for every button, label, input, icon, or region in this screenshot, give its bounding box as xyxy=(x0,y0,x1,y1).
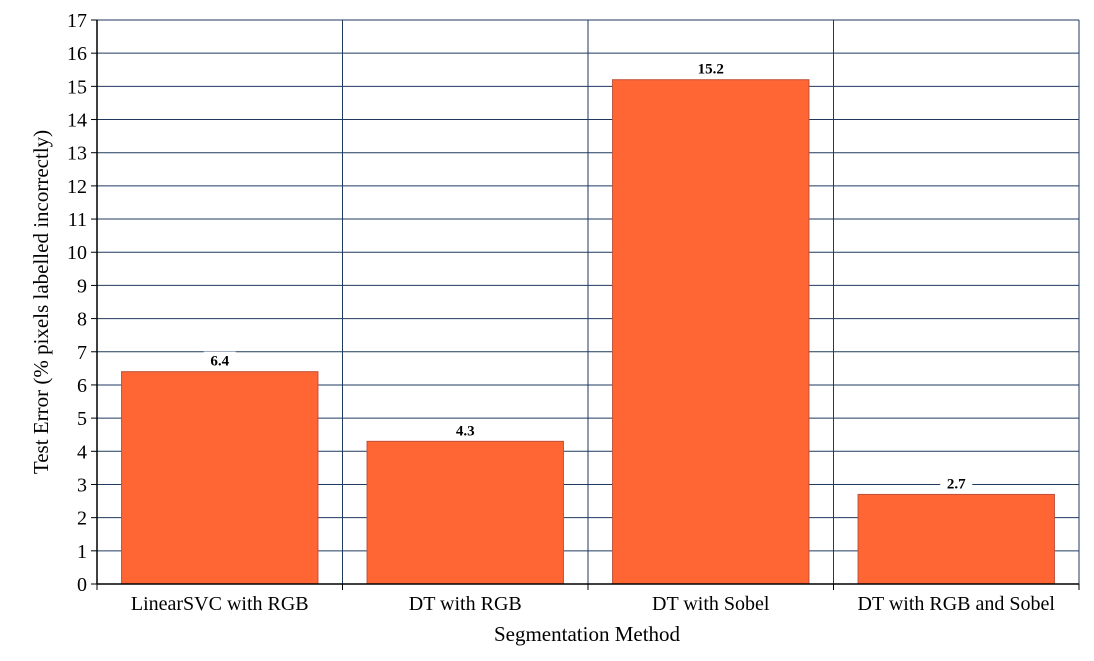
bars xyxy=(121,79,1055,585)
y-tick-label: 14 xyxy=(67,110,87,132)
y-tick-label: 5 xyxy=(77,408,87,430)
y-tick-label: 3 xyxy=(77,474,87,496)
y-tick-label: 9 xyxy=(77,275,87,297)
data-labels: 6.4 4.3 15.2 2.7 xyxy=(203,59,973,493)
y-axis-title: Test Error (% pixels labelled incorrectl… xyxy=(29,130,53,474)
y-tick-label: 16 xyxy=(67,43,87,65)
data-label-background xyxy=(203,351,236,370)
bar xyxy=(857,493,1055,585)
x-tick-label: DT with RGB and Sobel xyxy=(858,593,1056,615)
data-label-background xyxy=(694,59,727,78)
y-tick-label: 1 xyxy=(77,541,87,563)
y-tick-label: 15 xyxy=(67,76,87,98)
y-tick-label: 17 xyxy=(67,10,87,32)
bar xyxy=(612,79,810,585)
data-label: 6.4 xyxy=(210,354,229,370)
data-label-background xyxy=(449,421,482,440)
x-tick-label: LinearSVC with RGB xyxy=(131,593,309,615)
y-tick-label: 13 xyxy=(67,143,87,165)
y-tick-label: 12 xyxy=(67,176,87,198)
bar xyxy=(121,371,319,585)
x-tick-label: DT with RGB xyxy=(409,593,522,615)
x-tick-label: DT with Sobel xyxy=(652,593,770,615)
data-label-background xyxy=(940,474,973,493)
bar xyxy=(366,440,564,585)
data-label: 4.3 xyxy=(456,423,475,439)
data-label: 2.7 xyxy=(947,476,966,492)
x-axis-title: Segmentation Method xyxy=(494,622,681,646)
y-tick-label: 8 xyxy=(77,309,87,331)
y-tick-label: 6 xyxy=(77,375,87,397)
y-tick-label: 10 xyxy=(67,242,87,264)
data-label: 15.2 xyxy=(698,62,724,78)
y-tick-label: 7 xyxy=(77,342,87,364)
y-tick-label: 0 xyxy=(77,574,87,596)
y-tick-label: 2 xyxy=(77,508,87,530)
y-tick-label: 4 xyxy=(77,441,87,463)
y-tick-label: 11 xyxy=(68,209,87,231)
